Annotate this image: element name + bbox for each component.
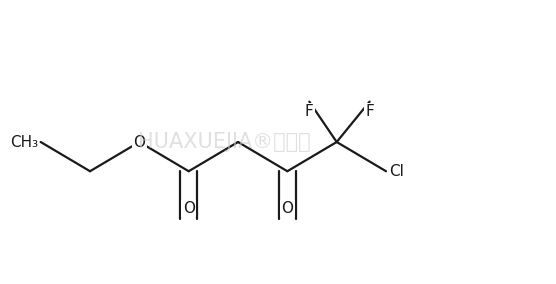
Text: F: F [365,105,374,119]
Text: O: O [183,201,195,216]
Text: O: O [133,135,145,149]
Text: HUAXUEJIA®化学加: HUAXUEJIA®化学加 [138,132,311,152]
Text: F: F [305,105,314,119]
Text: O: O [281,201,294,216]
Text: CH₃: CH₃ [10,135,38,149]
Text: Cl: Cl [389,164,404,179]
